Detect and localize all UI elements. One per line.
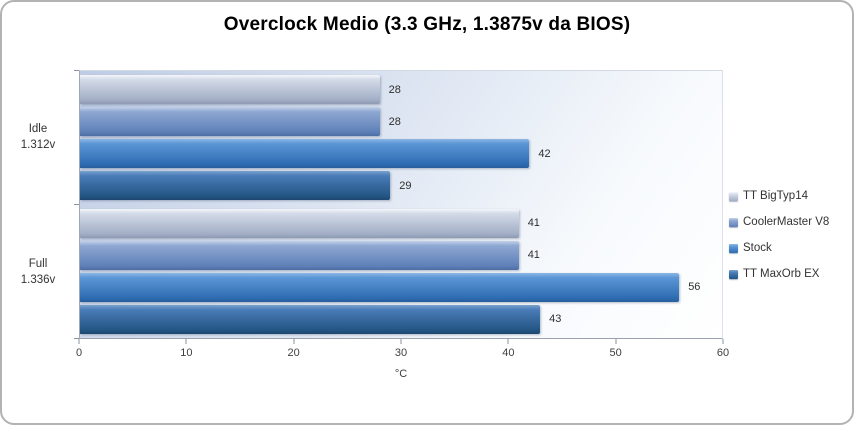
category-name: Idle <box>28 123 48 136</box>
value-axis-tick-label: 0 <box>75 347 83 359</box>
legend-label: Stock <box>743 242 772 254</box>
bar-stock <box>80 139 530 169</box>
value-axis-tick-label: 40 <box>502 347 515 359</box>
value-axis-tick-label: 30 <box>394 347 408 359</box>
bar-value-label: 56 <box>688 281 701 294</box>
bar-tt-bigtyp14 <box>80 75 380 105</box>
value-axis: 0 10 20 30 40 50 60 <box>75 339 729 369</box>
bar-tt-bigtyp14 <box>80 208 519 238</box>
category-label: Full 1.336v <box>2 205 74 340</box>
category-voltage: 1.312v <box>20 139 56 152</box>
bar-row: 43 <box>80 304 722 334</box>
legend-item-tt-bigtyp14: TT BigTyp14 <box>729 183 829 209</box>
category-voltage: 1.336v <box>20 273 56 286</box>
bar-coolermaster-v8 <box>80 107 380 137</box>
category-axis-tick <box>74 204 79 205</box>
legend: TT BigTyp14 CoolerMaster V8 Stock TT MaxOrb… <box>729 183 829 287</box>
category-axis-tick <box>74 70 79 71</box>
bar-stock <box>80 272 680 302</box>
bar-value-label: 28 <box>388 83 401 96</box>
bar-tt-maxorb-ex <box>80 171 391 201</box>
legend-label: TT MaxOrb EX <box>743 268 820 280</box>
bar-row: 41 <box>80 240 722 270</box>
value-axis-tick <box>185 339 187 344</box>
value-axis-tick <box>400 339 402 344</box>
legend-marker-icon <box>729 217 738 227</box>
bar-value-label: 41 <box>527 249 540 262</box>
value-axis-tick-label: 10 <box>180 347 193 359</box>
bar-value-label: 42 <box>538 147 551 160</box>
bar-row: 29 <box>80 171 722 201</box>
value-axis-tick <box>293 339 295 344</box>
category-band-idle: 28 28 42 29 <box>80 71 722 205</box>
bar-coolermaster-v8 <box>80 240 519 270</box>
bar-tt-maxorb-ex <box>80 304 541 334</box>
legend-marker-icon <box>729 243 738 253</box>
category-name: Full <box>28 257 48 270</box>
bar-value-label: 43 <box>549 313 562 326</box>
value-axis-title: °C <box>394 368 408 380</box>
legend-item-tt-maxorb-ex: TT MaxOrb EX <box>729 261 829 287</box>
bar-row: 41 <box>80 208 722 238</box>
legend-marker-icon <box>729 191 738 201</box>
value-axis-tick <box>507 339 509 344</box>
value-axis-tick <box>722 339 724 344</box>
value-axis-tick <box>615 339 617 344</box>
legend-item-coolermaster-v8: CoolerMaster V8 <box>729 209 829 235</box>
bar-row: 28 <box>80 75 722 105</box>
bar-row: 28 <box>80 107 722 137</box>
category-axis-labels: Idle 1.312v Full 1.336v <box>2 70 74 339</box>
bar-row: 56 <box>80 272 722 302</box>
value-axis-tick <box>78 339 80 344</box>
category-axis-tick <box>74 338 79 339</box>
plot-area: 28 28 42 29 41 41 56 43 <box>79 70 723 339</box>
legend-marker-icon <box>729 269 738 279</box>
bar-value-label: 28 <box>388 115 401 128</box>
legend-item-stock: Stock <box>729 235 829 261</box>
value-axis-tick-label: 60 <box>716 347 730 359</box>
value-axis-tick-label: 20 <box>287 347 300 359</box>
legend-label: CoolerMaster V8 <box>743 216 830 228</box>
legend-label: TT BigTyp14 <box>743 190 808 202</box>
bar-row: 42 <box>80 139 722 169</box>
value-axis-tick-label: 50 <box>609 347 622 359</box>
category-band-full: 41 41 56 43 <box>80 205 722 339</box>
category-label: Idle 1.312v <box>2 70 74 205</box>
bar-value-label: 41 <box>527 217 540 230</box>
bar-value-label: 29 <box>399 179 412 192</box>
chart-title: Overclock Medio (3.3 GHz, 1.3875v da BIO… <box>223 14 631 35</box>
